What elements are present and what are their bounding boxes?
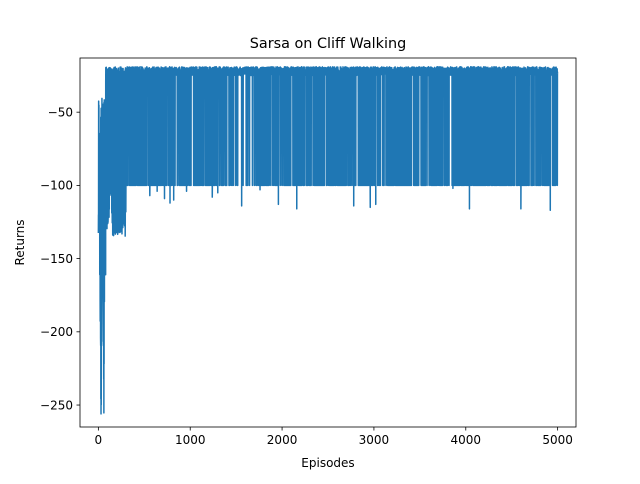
returns-series-line bbox=[97, 66, 559, 415]
y-tick-label: −150 bbox=[40, 252, 73, 266]
chart-title: Sarsa on Cliff Walking bbox=[250, 36, 407, 52]
plot-area bbox=[97, 66, 559, 415]
x-axis: 0 1000 2000 3000 4000 5000 bbox=[95, 427, 573, 447]
y-tick-label: −250 bbox=[40, 398, 73, 412]
x-tick-label: 2000 bbox=[267, 433, 298, 447]
y-tick-label: −100 bbox=[40, 179, 73, 193]
x-tick-label: 3000 bbox=[359, 433, 390, 447]
x-tick-label: 1000 bbox=[175, 433, 206, 447]
y-tick-label: −200 bbox=[40, 325, 73, 339]
axes-frame bbox=[79, 57, 577, 428]
x-tick-label: 4000 bbox=[451, 433, 482, 447]
y-axis-label: Returns bbox=[13, 219, 27, 265]
x-tick-label: 5000 bbox=[542, 433, 573, 447]
x-axis-label: Episodes bbox=[301, 456, 354, 470]
x-tick-label: 0 bbox=[95, 433, 103, 447]
y-axis: −250 −200 −150 −100 −50 bbox=[40, 105, 80, 412]
y-tick-label: −50 bbox=[48, 105, 73, 119]
